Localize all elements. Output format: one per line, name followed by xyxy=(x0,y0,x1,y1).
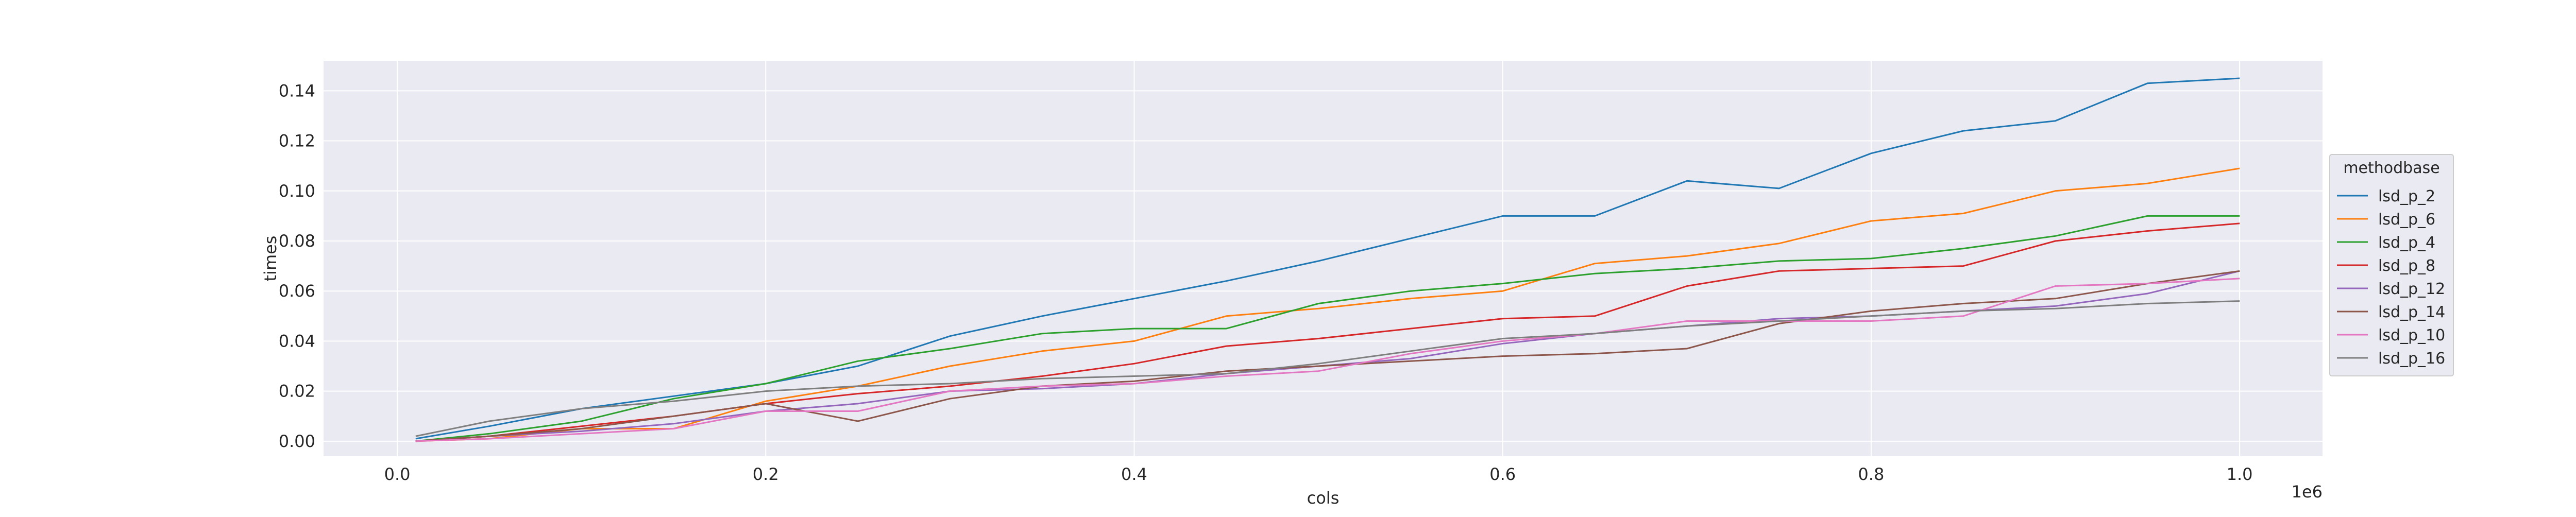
legend-title: methodbase xyxy=(2343,159,2439,177)
series-line-lsd-p-2 xyxy=(415,77,2240,440)
y-tick-label: 0.12 xyxy=(279,131,315,151)
x-tick-label: 0.6 xyxy=(1489,464,1516,484)
y-axis-label: times xyxy=(261,236,280,282)
legend-entry-label: lsd_p_2 xyxy=(2378,187,2435,205)
legend: methodbase lsd_p_2lsd_p_6lsd_p_4lsd_p_8l… xyxy=(2329,154,2454,376)
tick-labels: 0.0 0.2 0.4 0.6 0.8 1.0 0.00 0.02 0.04 0.06 0.08 0.… xyxy=(279,81,2253,484)
legend-entry-label: lsd_p_16 xyxy=(2378,350,2445,368)
series-line-lsd-p-14 xyxy=(415,270,2240,442)
y-tick-label: 0.04 xyxy=(279,331,315,351)
series-line-lsd-p-4 xyxy=(415,215,2240,442)
series-line-lsd-p-16 xyxy=(415,300,2240,437)
x-tick-label: 0.8 xyxy=(1858,464,1884,484)
x-tick-label: 0.2 xyxy=(753,464,779,484)
series-lines xyxy=(415,77,2240,442)
x-tick-label: 1.0 xyxy=(2227,464,2253,484)
y-tick-label: 0.02 xyxy=(279,382,315,401)
x-tick-label: 0.4 xyxy=(1121,464,1147,484)
legend-entry-label: lsd_p_4 xyxy=(2378,234,2435,252)
y-tick-label: 0.08 xyxy=(279,231,315,251)
y-tick-label: 0.14 xyxy=(279,81,315,100)
legend-entry-label: lsd_p_12 xyxy=(2378,280,2445,298)
legend-box xyxy=(2329,154,2454,376)
legend-items: lsd_p_2 lsd_p_6 lsd_p_4 lsd_p_8 lsd_p_12 lsd_… xyxy=(2337,187,2445,368)
plot-background xyxy=(324,61,2323,456)
y-tick-label: 0.00 xyxy=(279,432,315,451)
legend-entry-label: lsd_p_10 xyxy=(2378,326,2445,344)
grid xyxy=(324,61,2323,456)
legend-entry-label: lsd_p_8 xyxy=(2378,257,2435,275)
x-axis-offset-label: 1e6 xyxy=(2292,482,2323,502)
x-axis-label: cols xyxy=(1307,488,1340,508)
y-tick-label: 0.10 xyxy=(279,181,315,201)
x-tick-label: 0.0 xyxy=(384,464,411,484)
y-tick-label: 0.06 xyxy=(279,281,315,301)
legend-entry-label: lsd_p_14 xyxy=(2378,303,2445,321)
series-line-lsd-p-10 xyxy=(415,278,2240,442)
legend-entry-label: lsd_p_6 xyxy=(2378,211,2435,229)
